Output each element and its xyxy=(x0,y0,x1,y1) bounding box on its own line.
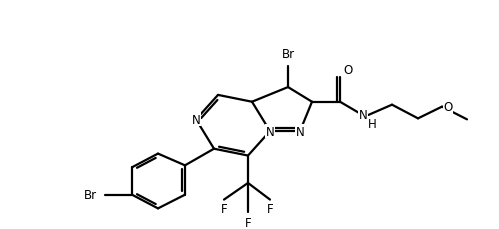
Text: N: N xyxy=(192,113,201,126)
Text: N: N xyxy=(295,125,304,138)
Text: O: O xyxy=(343,64,353,77)
Text: N: N xyxy=(265,125,274,138)
Text: F: F xyxy=(221,202,228,215)
Text: F: F xyxy=(245,216,251,229)
Text: N: N xyxy=(359,109,367,121)
Text: Br: Br xyxy=(83,188,97,201)
Text: Br: Br xyxy=(281,48,294,61)
Text: F: F xyxy=(266,202,273,215)
Text: H: H xyxy=(368,117,376,130)
Text: O: O xyxy=(444,101,453,114)
